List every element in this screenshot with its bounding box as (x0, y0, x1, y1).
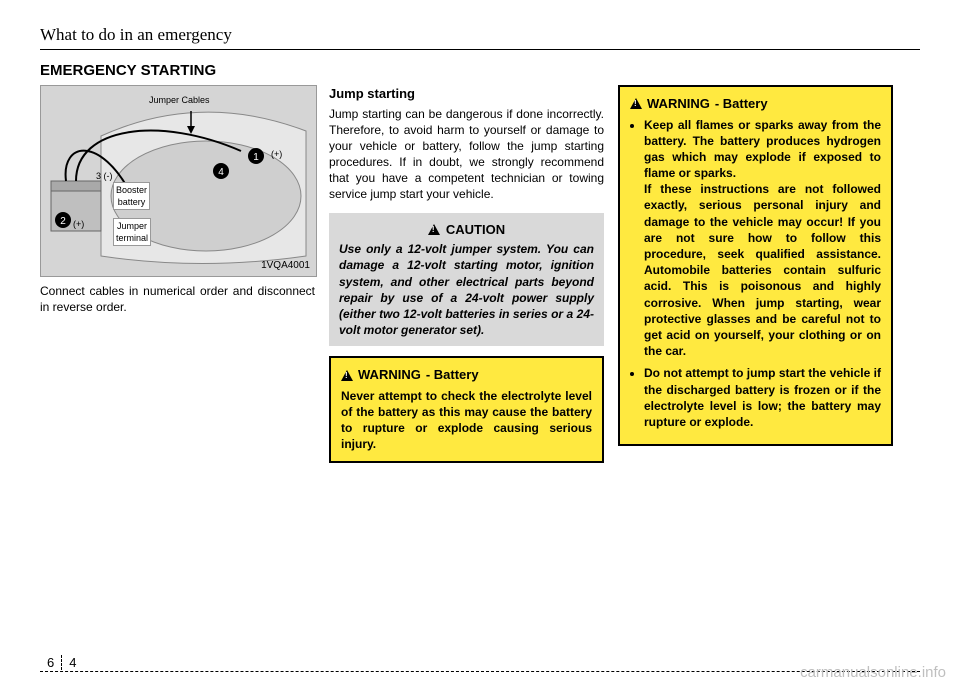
warning-icon (341, 370, 353, 381)
watermark: carmanualsonline.info (800, 664, 946, 681)
warning-small-heading-text: WARNING (358, 366, 421, 384)
svg-text:2: 2 (60, 216, 66, 227)
warning-item-1: Keep all flames or sparks away from the … (644, 117, 881, 360)
svg-text:1: 1 (253, 152, 259, 163)
column-2: Jump starting Jump starting can be dange… (329, 85, 604, 463)
diagram-code: 1VQA4001 (261, 259, 310, 273)
label-plus: (+) (271, 148, 282, 160)
svg-text:4: 4 (218, 167, 224, 178)
caution-box: CAUTION Use only a 12-volt jumper system… (329, 213, 604, 347)
caution-heading: CAUTION (339, 221, 594, 239)
caution-icon (428, 224, 440, 235)
diagram-svg: 1 2 4 (41, 86, 316, 276)
warning-large-list: Keep all flames or sparks away from the … (630, 117, 881, 431)
warning-icon-2 (630, 98, 642, 109)
column-3: WARNING - Battery Keep all flames or spa… (618, 85, 893, 463)
warning-large-heading-text: WARNING (647, 95, 710, 113)
header-text: What to do in an emergency (40, 25, 232, 44)
warning-small-heading: WARNING - Battery (341, 366, 592, 384)
content-columns: 1 2 4 Jumper Cables Booster battery Jump… (40, 85, 920, 463)
label-jumper-terminal: Jumper terminal (113, 218, 151, 246)
jump-starting-body: Jump starting can be dangerous if done i… (329, 106, 604, 203)
caution-body: Use only a 12-volt jumper system. You ca… (339, 241, 594, 338)
section-title: EMERGENCY STARTING (40, 62, 920, 79)
label-jumper-cables: Jumper Cables (149, 94, 210, 106)
label-n3: 3 (-) (96, 170, 113, 182)
warning-small-body: Never attempt to check the electrolyte l… (341, 388, 592, 453)
warning-large-box: WARNING - Battery Keep all flames or spa… (618, 85, 893, 446)
footer-rule (40, 671, 920, 672)
warning-small-sub: - Battery (426, 366, 479, 384)
diagram-caption: Connect cables in numerical order and di… (40, 283, 315, 315)
page-container: What to do in an emergency EMERGENCY STA… (0, 0, 960, 690)
page-num-left: 6 (40, 655, 62, 670)
label-plus2: (+) (73, 218, 84, 230)
page-num-right: 4 (62, 655, 83, 670)
warning-small-box: WARNING - Battery Never attempt to check… (329, 356, 604, 462)
column-1: 1 2 4 Jumper Cables Booster battery Jump… (40, 85, 315, 463)
page-number: 6 4 (40, 655, 83, 670)
warning-large-heading: WARNING - Battery (630, 95, 881, 113)
warning-item-2: Do not attempt to jump start the vehicle… (644, 365, 881, 430)
caution-heading-text: CAUTION (446, 221, 505, 239)
jump-starting-heading: Jump starting (329, 85, 604, 103)
header-row: What to do in an emergency (40, 25, 920, 50)
warning-large-sub: - Battery (715, 95, 768, 113)
jump-start-diagram: 1 2 4 Jumper Cables Booster battery Jump… (40, 85, 317, 277)
label-booster-battery: Booster battery (113, 182, 150, 210)
